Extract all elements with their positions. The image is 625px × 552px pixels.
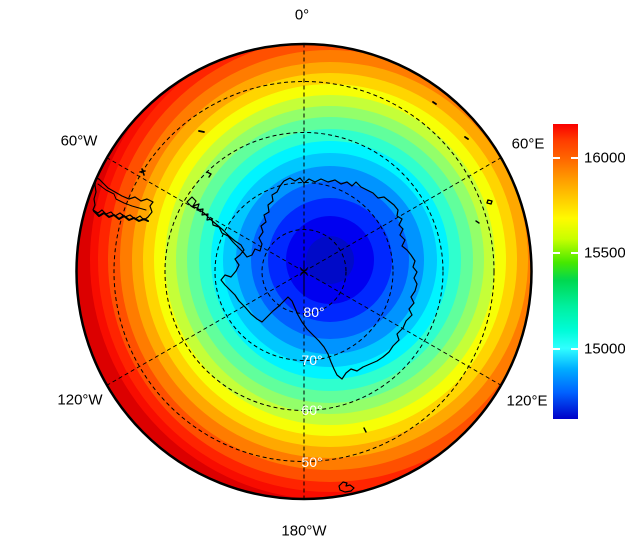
coastline-antarctica <box>186 177 418 380</box>
colorbar-tick-label: 15500 <box>584 244 625 262</box>
colorbar-tickmark-right <box>571 157 578 160</box>
colorbar-tick-label: 15000 <box>584 340 625 358</box>
meridian-label-120w: 120°W <box>57 391 103 409</box>
coastline-tasmania <box>338 481 355 493</box>
colorbar-tickmark-left <box>553 347 560 350</box>
latitude-label-80: 80° <box>303 304 325 320</box>
colorbar-tickmark-left <box>553 252 560 255</box>
meridian-label-60e: 60°E <box>511 135 545 153</box>
meridian-label-60w: 60°W <box>60 132 98 150</box>
colorbar-tickmark-right <box>571 347 578 350</box>
coastline-kerguelen <box>486 199 493 205</box>
coastline-marion-island <box>432 101 437 105</box>
coastline-macquarie-island <box>363 427 367 433</box>
meridian-label-180w: 180°W <box>281 522 327 540</box>
colorbar-tickmark-left <box>553 157 560 160</box>
colorbar-tick-label: 16000 <box>584 149 625 167</box>
latitude-label-70: 70° <box>301 352 323 368</box>
latitude-label-50: 50° <box>301 454 323 470</box>
colorbar-tickmark-right <box>571 252 578 255</box>
coastline-heard-speck <box>475 220 480 224</box>
coastline-crozet-islands <box>464 136 469 140</box>
map-border <box>75 42 533 501</box>
coastline-magellan-strait <box>97 183 147 211</box>
meridian-label-0: 0° <box>294 6 310 24</box>
coastline-south-orkney-islands <box>206 171 212 178</box>
meridian-label-120e: 120°E <box>506 392 548 410</box>
colorbar <box>553 124 578 419</box>
coastline-south-america-tip <box>92 177 154 221</box>
coastline-south-georgia <box>198 130 205 133</box>
latitude-label-60: 60° <box>301 402 323 418</box>
